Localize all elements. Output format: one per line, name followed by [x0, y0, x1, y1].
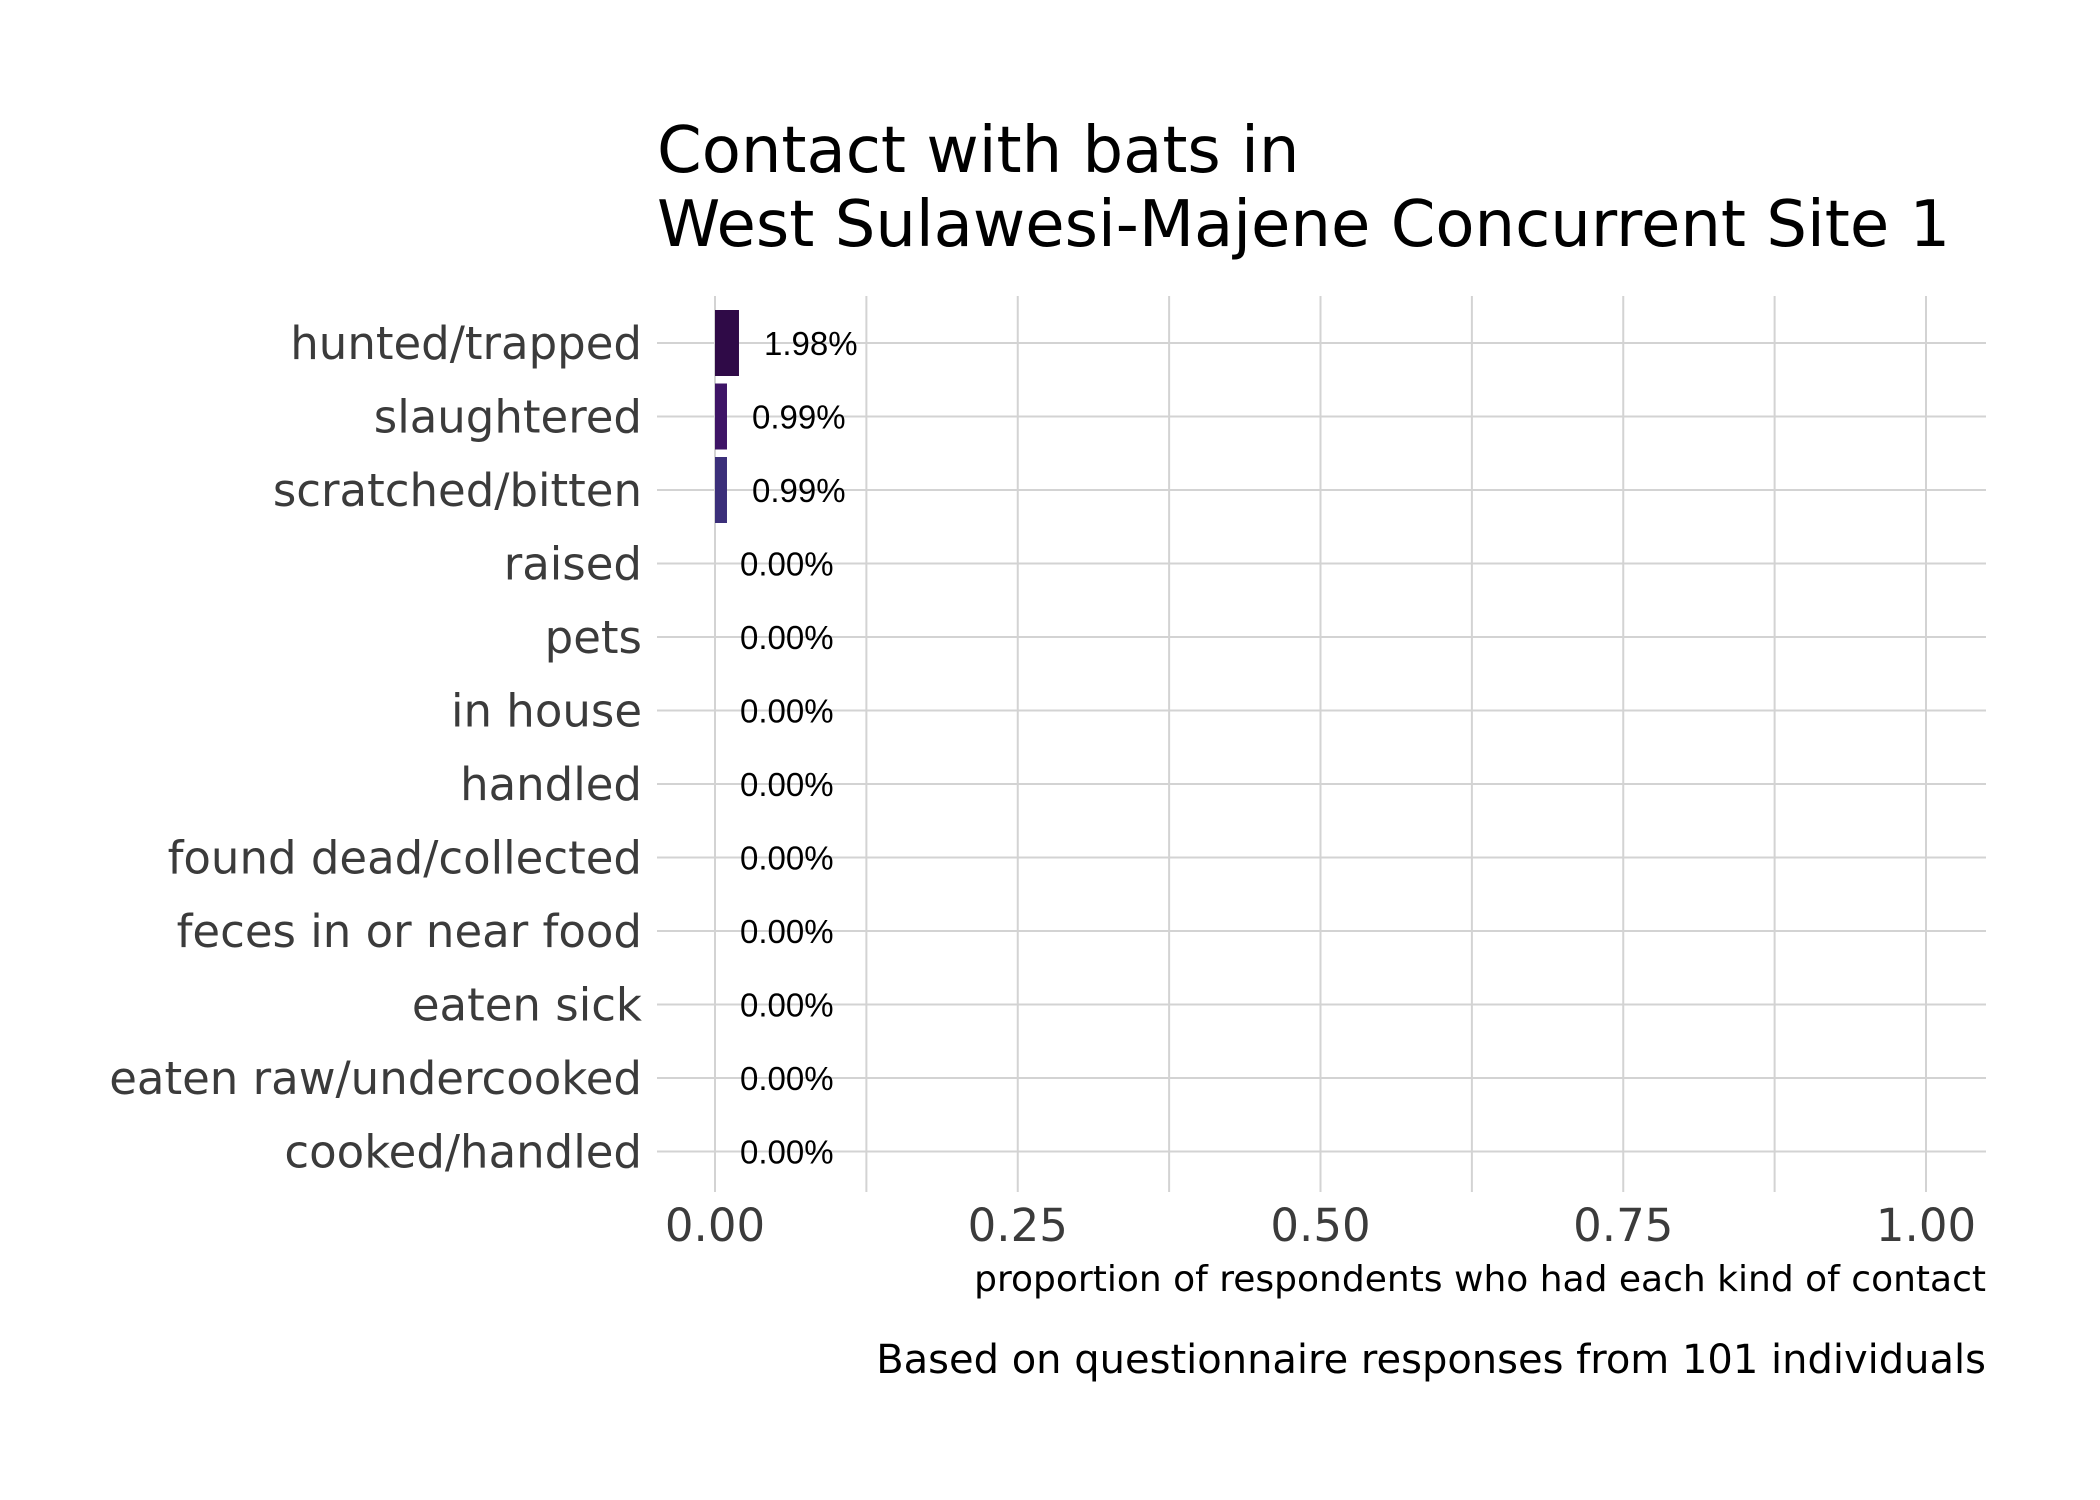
x-tick-labels: 0.00 0.25 0.50 0.75 1.00: [665, 1199, 1976, 1252]
x-tick-label: 0.25: [968, 1199, 1068, 1252]
value-label-cooked-handled: 0.00%: [740, 1134, 834, 1171]
category-label-slaughtered: slaughtered: [374, 391, 642, 444]
category-label-eaten-raw-undercooked: eaten raw/undercooked: [109, 1052, 642, 1105]
category-label-pets: pets: [545, 611, 642, 664]
x-tick-label: 0.00: [665, 1199, 765, 1252]
value-label-scratched-bitten: 0.99%: [752, 472, 846, 509]
category-label-scratched-bitten: scratched/bitten: [273, 464, 642, 517]
value-label-found-dead-collected: 0.00%: [740, 840, 834, 877]
value-label-handled: 0.00%: [740, 766, 834, 803]
category-label-eaten-sick: eaten sick: [412, 979, 642, 1032]
category-label-raised: raised: [504, 538, 642, 591]
category-label-feces-in-or-near-food: feces in or near food: [177, 905, 642, 958]
value-label-slaughtered: 0.99%: [752, 399, 846, 436]
chart-caption: Based on questionnaire responses from 10…: [876, 1337, 1986, 1383]
x-tick-label: 1.00: [1876, 1199, 1976, 1252]
bars: [715, 310, 739, 523]
x-tick-label: 0.50: [1270, 1199, 1370, 1252]
value-label-pets: 0.00%: [740, 619, 834, 656]
category-label-found-dead-collected: found dead/collected: [168, 832, 642, 885]
chart-title-line-2: West Sulawesi-Majene Concurrent Site 1: [657, 188, 1950, 262]
bar-slaughtered: [715, 383, 727, 450]
bar-scratched-bitten: [715, 457, 727, 523]
value-label-feces-in-or-near-food: 0.00%: [740, 913, 834, 950]
grid-lines: [657, 296, 1986, 1192]
x-axis-title: proportion of respondents who had each k…: [974, 1259, 1986, 1300]
category-label-handled: handled: [460, 758, 642, 811]
category-label-cooked-handled: cooked/handled: [284, 1126, 642, 1179]
value-label-eaten-sick: 0.00%: [740, 987, 834, 1024]
value-label-hunted-trapped: 1.98%: [764, 325, 858, 362]
value-labels: 1.98% 0.99% 0.99% 0.00% 0.00% 0.00% 0.00% 0.00%…: [740, 325, 858, 1171]
category-labels: hunted/trapped slaughtered scratched/bitte…: [109, 317, 642, 1179]
category-label-in-house: in house: [451, 685, 642, 738]
category-label-hunted-trapped: hunted/trapped: [290, 317, 642, 370]
chart-title-line-1: Contact with bats in: [657, 114, 1299, 188]
bar-hunted-trapped: [715, 310, 739, 376]
value-label-raised: 0.00%: [740, 546, 834, 583]
x-tick-label: 0.75: [1573, 1199, 1673, 1252]
value-label-eaten-raw-undercooked: 0.00%: [740, 1060, 834, 1097]
value-label-in-house: 0.00%: [740, 693, 834, 730]
